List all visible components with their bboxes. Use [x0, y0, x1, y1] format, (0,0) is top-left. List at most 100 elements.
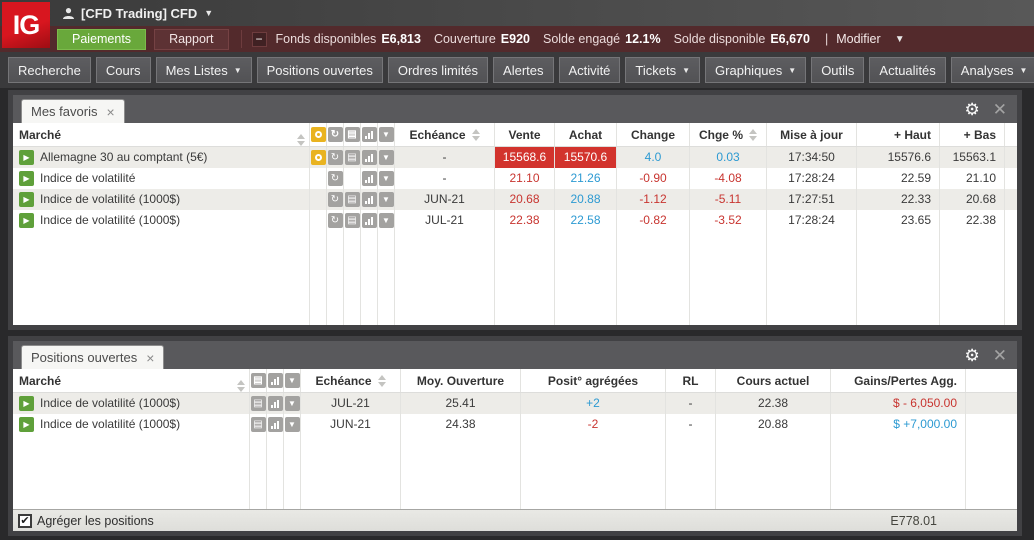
column-header-gains-pertes[interactable]: Gains/Pertes Agg. [830, 369, 965, 392]
news-icon[interactable]: ▤ [250, 373, 266, 388]
column-header-echeance[interactable]: Echéance [300, 369, 400, 392]
nav-item-activit-[interactable]: Activité [558, 57, 621, 83]
vente-cell[interactable]: 22.38 [494, 210, 554, 231]
column-header-marche[interactable]: Marché [13, 369, 249, 392]
tab-positions-ouvertes[interactable]: Positions ouvertes × [21, 345, 165, 369]
nav-item-mes-listes[interactable]: Mes Listes ▼ [155, 57, 252, 83]
vente-cell[interactable]: 15568.6 [494, 147, 554, 168]
sort-control[interactable] [749, 128, 757, 141]
close-icon[interactable]: × [106, 103, 115, 120]
column-header-echeance[interactable]: Echéance [394, 123, 494, 146]
achat-cell[interactable]: 15570.6 [554, 147, 616, 168]
column-header-icon[interactable]: ↻ [326, 123, 343, 146]
nav-item-alertes[interactable]: Alertes [493, 57, 554, 83]
column-header-rl[interactable]: RL [665, 369, 715, 392]
aggregate-checkbox[interactable]: ✔ [18, 513, 32, 528]
dropdown-icon[interactable]: ▼ [378, 171, 394, 186]
sort-control[interactable] [297, 133, 305, 146]
column-header-marche[interactable]: Marché [13, 123, 309, 146]
rapport-button[interactable]: Rapport [154, 28, 229, 50]
column-header-icon[interactable] [360, 123, 377, 146]
sort-control[interactable] [377, 374, 386, 387]
nav-item-cours[interactable]: Cours [95, 57, 151, 83]
chevron-down-icon[interactable]: ▼ [894, 33, 905, 45]
nav-item-analyses[interactable]: Analyses ▼ [950, 57, 1034, 83]
market-play-icon[interactable]: ▶ [19, 171, 34, 186]
table-row[interactable]: ▶ Indice de volatilité ↻ ▼ -21.10 21.26 -0.90-… [13, 168, 1017, 189]
news-icon[interactable]: ▤ [344, 192, 360, 207]
lightbulb-icon[interactable] [310, 127, 326, 142]
table-row[interactable]: ▶ Indice de volatilité (1000$) ▤ ▼ JUL-21 25.… [13, 393, 1017, 414]
table-row[interactable]: ▶ Indice de volatilité (1000$) ▤ ▼ JUN-21 24.… [13, 414, 1017, 435]
refresh-icon[interactable]: ↻ [327, 192, 343, 207]
column-header-icon[interactable] [266, 369, 283, 392]
column-header-posit-agregees[interactable]: Posit° agrégées [520, 369, 665, 392]
dropdown-icon[interactable]: ▼ [378, 150, 394, 165]
sort-control[interactable] [237, 379, 245, 392]
dropdown-icon[interactable]: ▼ [284, 373, 300, 388]
close-icon[interactable]: ✕ [992, 99, 1007, 119]
nav-item-ordres-limit-s[interactable]: Ordres limités [387, 57, 489, 83]
achat-cell[interactable]: 22.58 [554, 210, 616, 231]
close-icon[interactable]: × [146, 349, 155, 366]
news-icon[interactable]: ▤ [344, 213, 360, 228]
dropdown-icon[interactable]: ▼ [378, 192, 394, 207]
column-header-icon[interactable]: ▤ [343, 123, 360, 146]
close-icon[interactable]: ✕ [992, 345, 1007, 365]
news-icon[interactable]: ▤ [250, 396, 266, 411]
table-row[interactable]: ▶ Indice de volatilité (1000$) ↻ ▤ ▼ JUN-21 20… [13, 189, 1017, 210]
modifier-link[interactable]: Modifier [836, 32, 881, 46]
dropdown-icon[interactable]: ▼ [284, 396, 300, 411]
chevron-down-icon[interactable]: ▼ [204, 8, 214, 18]
nav-item-actualit-s[interactable]: Actualités [869, 57, 946, 83]
chart-icon[interactable] [361, 150, 377, 165]
column-header-vente[interactable]: Vente [494, 123, 554, 146]
news-icon[interactable]: ▤ [250, 417, 266, 432]
chart-icon[interactable] [361, 171, 377, 186]
refresh-icon[interactable]: ↻ [327, 127, 343, 142]
market-play-icon[interactable]: ▶ [19, 396, 34, 411]
nav-item-tickets[interactable]: Tickets ▼ [625, 57, 701, 83]
achat-cell[interactable]: 21.26 [554, 168, 616, 189]
paiements-button[interactable]: Paiements [57, 28, 147, 50]
column-header-icon[interactable] [309, 123, 326, 146]
column-header-chge-pct[interactable]: Chge % [689, 123, 766, 146]
market-play-icon[interactable]: ▶ [19, 213, 34, 228]
chart-icon[interactable] [267, 417, 283, 432]
nav-item-positions-ouvertes[interactable]: Positions ouvertes [256, 57, 383, 83]
column-header-change[interactable]: Change [616, 123, 689, 146]
market-play-icon[interactable]: ▶ [19, 417, 34, 432]
sort-control[interactable] [471, 128, 480, 141]
chart-icon[interactable] [267, 373, 283, 388]
nav-item-recherche[interactable]: Recherche [8, 57, 91, 83]
lightbulb-icon[interactable] [310, 150, 326, 165]
gear-icon[interactable]: ⚙ [964, 345, 980, 365]
dropdown-icon[interactable]: ▼ [378, 213, 394, 228]
column-header-bas[interactable]: + Bas [939, 123, 1004, 146]
gear-icon[interactable]: ⚙ [964, 99, 980, 119]
column-header-icon[interactable]: ▼ [283, 369, 300, 392]
refresh-icon[interactable]: ↻ [327, 171, 343, 186]
news-icon[interactable]: ▤ [344, 127, 360, 142]
column-header-cours-actuel[interactable]: Cours actuel [715, 369, 830, 392]
market-play-icon[interactable]: ▶ [19, 150, 34, 165]
chart-icon[interactable] [361, 127, 377, 142]
column-header-mise-a-jour[interactable]: Mise à jour [766, 123, 856, 146]
vente-cell[interactable]: 21.10 [494, 168, 554, 189]
nav-item-outils[interactable]: Outils [811, 57, 865, 83]
column-header-achat[interactable]: Achat [554, 123, 616, 146]
column-header-haut[interactable]: + Haut [856, 123, 939, 146]
achat-cell[interactable]: 20.88 [554, 189, 616, 210]
table-row[interactable]: ▶ Allemagne 30 au comptant (5€) ↻ ▤ ▼ -15568.… [13, 147, 1017, 168]
market-play-icon[interactable]: ▶ [19, 192, 34, 207]
column-header-icon[interactable]: ▼ [377, 123, 394, 146]
column-header-icon[interactable]: ▤ [249, 369, 266, 392]
refresh-icon[interactable]: ↻ [327, 213, 343, 228]
news-icon[interactable]: ▤ [344, 150, 360, 165]
tab-mes-favoris[interactable]: Mes favoris × [21, 99, 125, 123]
dropdown-icon[interactable]: ▼ [284, 417, 300, 432]
minus-icon[interactable]: − [251, 31, 267, 47]
refresh-icon[interactable]: ↻ [327, 150, 343, 165]
chart-icon[interactable] [267, 396, 283, 411]
chart-icon[interactable] [361, 213, 377, 228]
